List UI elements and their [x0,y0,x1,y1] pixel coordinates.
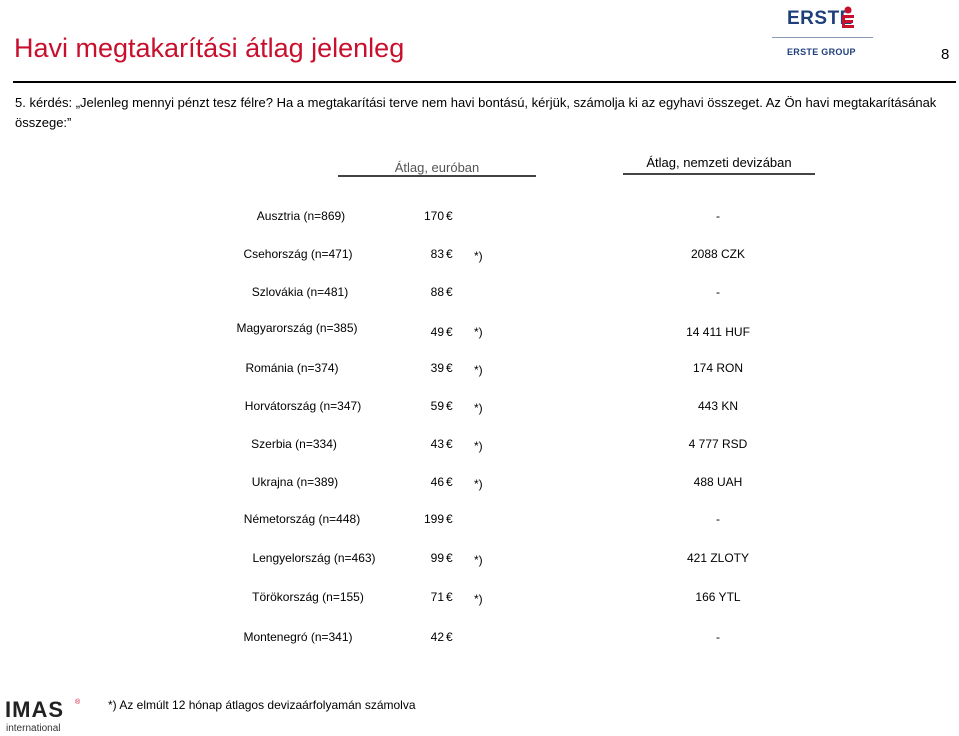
euro-sign: € [446,247,453,261]
column-header-eur: Átlag, euróban [394,160,480,175]
row-footnote-marker: *) [474,553,483,567]
row-country-label: Románia (n=374) [245,361,339,375]
imas-logo-subtitle: international [6,723,61,734]
row-national-value: 2088 CZK [690,247,746,261]
row-national-value: 14 411 HUF [686,325,750,339]
row-national-value: - [716,285,720,299]
page-title: Havi megtakarítási átlag jelenleg [14,33,405,63]
row-eur-value: 46 [430,475,444,489]
row-footnote-marker: *) [474,249,483,263]
euro-sign: € [446,437,453,451]
row-eur-value: 49 [430,325,444,339]
row-country-label: Németország (n=448) [243,512,361,526]
row-national-value: 488 UAH [693,475,743,489]
row-country-label: Szlovákia (n=481) [251,285,349,299]
row-national-value: 443 KN [697,399,739,413]
row-eur-value: 99 [430,551,444,565]
row-country-label: Magyarország (n=385) [236,321,358,335]
question-text: 5. kérdés: „Jelenleg mennyi pénzt tesz f… [15,95,937,130]
row-eur-value: 83 [430,247,444,261]
euro-sign: € [446,399,453,413]
euro-sign: € [446,361,453,375]
row-eur-value: 43 [430,437,444,451]
row-eur-value: 88 [430,285,444,299]
page-number: 8 [941,46,950,63]
erste-group-logo: ERSTE ERSTE GROUP [770,3,877,69]
euro-sign: € [446,209,453,223]
imas-logo: IMAS ® international [5,697,83,735]
imas-logo-word: IMAS [5,697,64,722]
row-national-value: 166 YTL [695,590,741,604]
row-eur-value: 170 [423,209,444,223]
row-country-label: Lengyelország (n=463) [252,551,376,565]
row-national-value: 174 RON [692,361,744,375]
row-footnote-marker: *) [474,592,483,606]
row-eur-value: 39 [430,361,444,375]
euro-sign: € [446,551,453,565]
row-national-value: 4 777 RSD [688,437,748,451]
footnote: *) Az elmúlt 12 hónap átlagos devizaárfo… [108,698,416,712]
row-national-value: 421 ZLOTY [686,551,750,565]
column-underline-eur [338,175,536,177]
row-footnote-marker: *) [474,401,483,415]
euro-sign: € [446,630,453,644]
column-header-national: Átlag, nemzeti devizában [646,155,792,170]
euro-sign: € [446,590,453,604]
row-national-value: - [716,630,720,644]
registered-mark: ® [75,699,81,706]
row-national-value: - [716,512,720,526]
euro-sign: € [446,325,453,339]
row-footnote-marker: *) [474,439,483,453]
euro-sign: € [446,475,453,489]
header-rule [13,81,956,83]
row-footnote-marker: *) [474,325,483,339]
row-footnote-marker: *) [474,363,483,377]
row-eur-value: 59 [430,399,444,413]
erste-logo-word: ERSTE [787,8,853,29]
row-country-label: Horvátország (n=347) [244,399,362,413]
row-footnote-marker: *) [474,477,483,491]
row-national-value: - [716,209,720,223]
column-underline-national [623,173,815,175]
row-eur-value: 71 [430,590,444,604]
row-country-label: Ukrajna (n=389) [251,475,339,489]
row-country-label: Montenegró (n=341) [243,630,353,644]
row-country-label: Ausztria (n=869) [256,209,346,223]
erste-mark-icon [842,6,854,28]
row-country-label: Szerbia (n=334) [251,437,337,451]
row-country-label: Törökország (n=155) [252,590,364,604]
euro-sign: € [446,512,453,526]
logo-divider [772,37,873,38]
row-eur-value: 199 [423,512,444,526]
euro-sign: € [446,285,453,299]
row-country-label: Csehország (n=471) [243,247,353,261]
erste-group-label: ERSTE GROUP [787,47,856,57]
row-eur-value: 42 [430,630,444,644]
